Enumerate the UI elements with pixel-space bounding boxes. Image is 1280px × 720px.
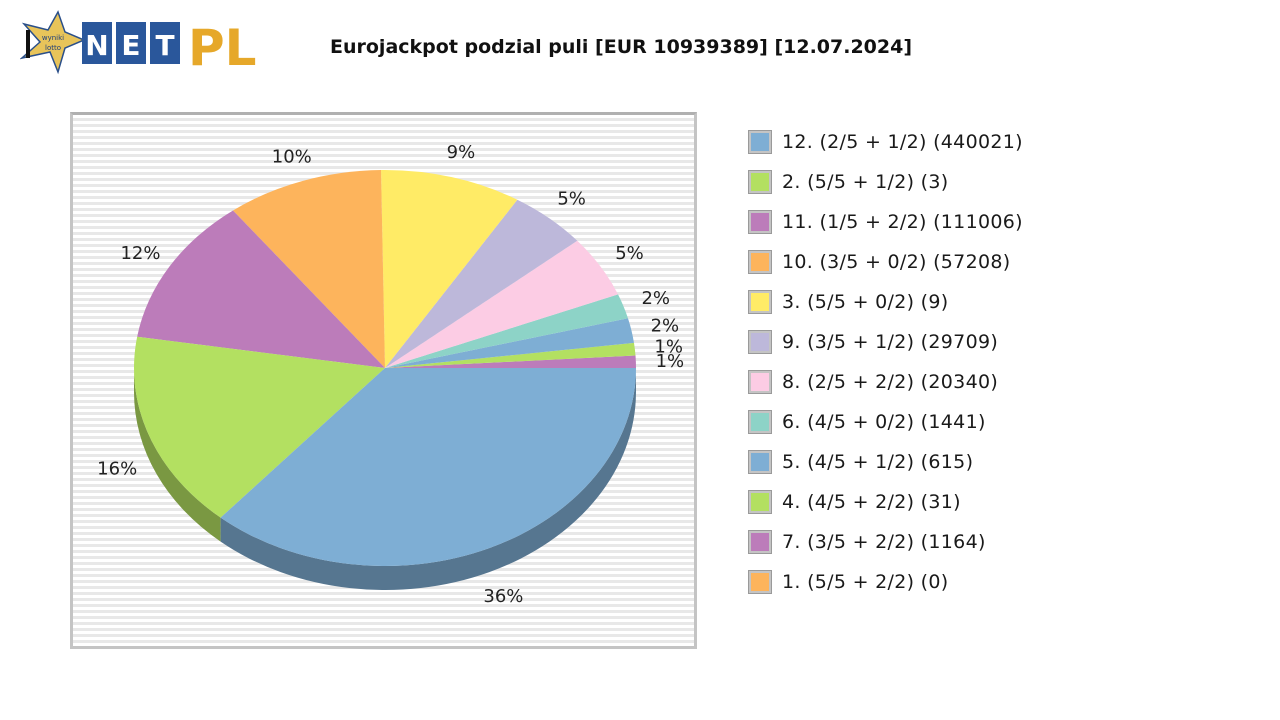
pie-percent-label: 2% xyxy=(641,288,670,309)
pie-percent-label: 1% xyxy=(654,337,683,358)
legend-swatch xyxy=(748,410,772,434)
pie-slice xyxy=(385,294,628,368)
pie-slice-side xyxy=(134,368,221,542)
legend-swatch xyxy=(748,170,772,194)
legend-label: 5. (4/5 + 1/2) (615) xyxy=(782,451,974,473)
pie-percent-label: 9% xyxy=(447,142,476,163)
pie-slice-side xyxy=(220,368,637,590)
svg-text:N: N xyxy=(85,29,108,62)
svg-text:PL: PL xyxy=(188,19,257,77)
legend-label: 7. (3/5 + 2/2) (1164) xyxy=(782,531,986,553)
legend-item: 8. (2/5 + 2/2) (20340) xyxy=(748,362,1023,402)
svg-text:E: E xyxy=(121,29,140,62)
legend-label: 1. (5/5 + 2/2) (0) xyxy=(782,571,949,593)
pie-slice xyxy=(385,342,636,368)
pie-percent-label: 16% xyxy=(97,459,137,480)
legend-swatch xyxy=(748,130,772,154)
pie-slice xyxy=(385,240,619,368)
legend-swatch xyxy=(748,450,772,474)
legend-swatch xyxy=(748,570,772,594)
pie-slice xyxy=(381,170,518,368)
legend-swatch xyxy=(748,530,772,554)
legend-label: 2. (5/5 + 1/2) (3) xyxy=(782,171,949,193)
legend-item: 11. (1/5 + 2/2) (111006) xyxy=(748,202,1023,242)
svg-text:lotto: lotto xyxy=(45,44,61,52)
svg-text:T: T xyxy=(155,29,174,62)
legend-item: 2. (5/5 + 1/2) (3) xyxy=(748,162,1023,202)
legend-swatch xyxy=(748,490,772,514)
legend-swatch xyxy=(748,370,772,394)
legend-label: 3. (5/5 + 0/2) (9) xyxy=(782,291,949,313)
legend-label: 10. (3/5 + 0/2) (57208) xyxy=(782,251,1011,273)
legend-swatch xyxy=(748,290,772,314)
pie-percent-label: 1% xyxy=(656,351,685,372)
pie-chart: 1%1%2%2%5%5%9%10%12%16%36% xyxy=(97,142,685,607)
legend-label: 12. (2/5 + 1/2) (440021) xyxy=(782,131,1023,153)
legend-item: 9. (3/5 + 1/2) (29709) xyxy=(748,322,1023,362)
pie-percent-label: 5% xyxy=(557,189,586,210)
pie-slice xyxy=(385,355,636,368)
logo-graphic: wyniki lotto N E T PL xyxy=(19,10,257,77)
pie-percent-label: 12% xyxy=(120,243,160,264)
legend-item: 3. (5/5 + 0/2) (9) xyxy=(748,282,1023,322)
pie-percent-label: 10% xyxy=(272,146,312,167)
site-logo[interactable]: wyniki lotto N E T PL xyxy=(19,10,265,80)
legend-item: 6. (4/5 + 0/2) (1441) xyxy=(748,402,1023,442)
pie-slice xyxy=(385,318,634,368)
legend-item: 4. (4/5 + 2/2) (31) xyxy=(748,482,1023,522)
pie-chart-plot: 1% 1% 2% 2% 5% 5% 9% 10% 12% 16% 36% xyxy=(70,112,697,649)
chart-legend: 12. (2/5 + 1/2) (440021) 2. (5/5 + 1/2) (… xyxy=(748,122,1023,602)
pie-slice xyxy=(220,368,637,566)
pie-slice xyxy=(232,170,385,368)
legend-label: 11. (1/5 + 2/2) (111006) xyxy=(782,211,1023,233)
pie-percent-label: 36% xyxy=(483,586,523,607)
svg-text:wyniki: wyniki xyxy=(42,34,64,42)
pie-percent-label: 5% xyxy=(615,243,644,264)
legend-item: 5. (4/5 + 1/2) (615) xyxy=(748,442,1023,482)
star-icon: wyniki lotto xyxy=(19,10,86,75)
legend-label: 9. (3/5 + 1/2) (29709) xyxy=(782,331,999,353)
legend-label: 6. (4/5 + 0/2) (1441) xyxy=(782,411,986,433)
legend-item: 7. (3/5 + 2/2) (1164) xyxy=(748,522,1023,562)
pie-slice xyxy=(137,210,385,368)
legend-label: 4. (4/5 + 2/2) (31) xyxy=(782,491,961,513)
legend-item: 12. (2/5 + 1/2) (440021) xyxy=(748,122,1023,162)
chart-title: Eurojackpot podzial puli [EUR 10939389] … xyxy=(330,36,913,58)
pie-slice xyxy=(134,336,385,518)
legend-swatch xyxy=(748,330,772,354)
pie-percent-label: 2% xyxy=(651,316,680,337)
legend-label: 8. (2/5 + 2/2) (20340) xyxy=(782,371,999,393)
legend-swatch xyxy=(748,250,772,274)
legend-item: 1. (5/5 + 2/2) (0) xyxy=(748,562,1023,602)
legend-item: 10. (3/5 + 0/2) (57208) xyxy=(748,242,1023,282)
pie-slice xyxy=(385,199,578,368)
legend-swatch xyxy=(748,210,772,234)
